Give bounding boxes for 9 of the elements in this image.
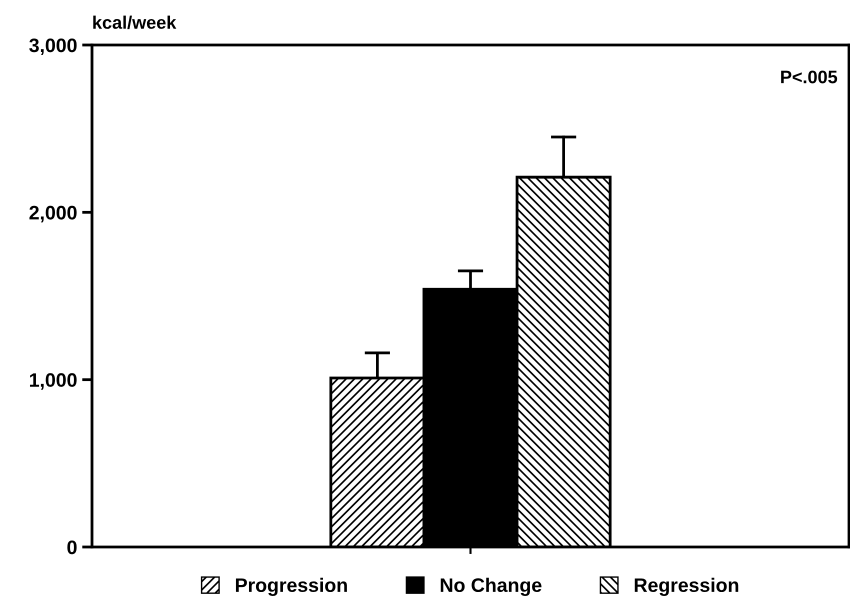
y-tick-label: 1,000 [30,373,77,390]
legend-label: Progression [236,578,347,596]
legend-label: No Change [440,578,542,596]
annotation: P<.005 [781,70,838,84]
y-tick-label: 3,000 [29,38,77,56]
y-axis-title: kcal/week [93,16,176,30]
y-tick-label: 0 [67,540,77,554]
y-tick-label: 2,000 [29,206,77,222]
legend-label: Regression [634,578,738,596]
